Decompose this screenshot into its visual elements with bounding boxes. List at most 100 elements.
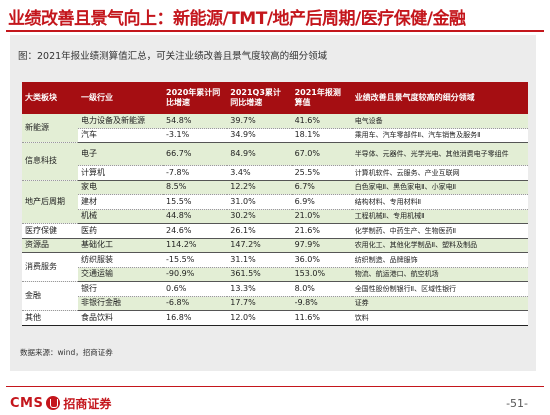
column-header-industry: 一级行业 — [77, 82, 163, 114]
estimate-cell: 153.0% — [291, 267, 352, 282]
table-row: 计算机 -7.8% 3.4% 25.5% 计算机软件、云服务、产业互联网 — [22, 165, 528, 181]
table-row: 地产后周期 家电 8.5% 12.2% 6.7% 白色家电Ⅱ、黑色家电Ⅱ、小家电… — [22, 180, 528, 224]
page-number: -51- — [506, 397, 528, 410]
focus-cell: 饮料 — [351, 310, 528, 326]
sector-cell: 新能源 — [22, 114, 78, 143]
estimate-cell: 18.1% — [291, 128, 352, 143]
sector-cell: 消费服务 — [22, 252, 78, 282]
table-row: 汽车 -3.1% 34.9% 18.1% 乘用车、汽车零部件Ⅱ、汽车销售及服务Ⅱ — [22, 128, 528, 143]
table-row: 消费服务 纺织服装 -15.5% 31.1% 36.0% 纺织制造、品牌服饰 — [22, 252, 528, 282]
industry-cell: 电力设备及新能源 — [77, 114, 163, 129]
table-row: 建材 15.5% 31.0% 6.9% 结构材料、专用材料Ⅱ — [22, 194, 528, 210]
industry-cell: 交通运输 — [77, 267, 163, 282]
estimate-cell: 36.0% — [291, 252, 352, 268]
figure-caption: 图：2021年报业绩测算值汇总，可关注业绩改善且景气度较高的细分领域 — [18, 51, 328, 62]
focus-cell: 白色家电Ⅱ、黑色家电Ⅱ、小家电Ⅱ — [351, 180, 528, 195]
table-row: 交通运输 -90.9% 361.5% 153.0% 物流、航运港口、航空机场 — [22, 267, 528, 282]
estimate-cell: 67.0% — [291, 142, 352, 166]
focus-cell: 结构材料、专用材料Ⅱ — [351, 194, 528, 210]
company-name: 招商证券 — [63, 396, 112, 411]
growth-2020-cell: 16.8% — [163, 310, 228, 326]
table-row: 医疗保健 医药 24.6% 26.1% 21.6% 化学制药、中药生产、生物医药… — [22, 223, 528, 239]
sector-cell: 医疗保健 — [22, 223, 78, 239]
focus-cell: 工程机械Ⅱ、专用机械Ⅱ — [351, 209, 528, 224]
table-row: 非银行金融 -6.8% 17.7% -9.8% 证券 — [22, 296, 528, 311]
logo-text: CMS — [10, 395, 44, 411]
industry-cell: 家电 — [77, 180, 163, 195]
table-row: 机械 44.8% 30.2% 21.0% 工程机械Ⅱ、专用机械Ⅱ — [22, 209, 528, 224]
industry-cell: 机械 — [77, 209, 163, 224]
growth-2020-cell: 15.5% — [163, 194, 228, 210]
company-logo: CMS 招商证券 — [10, 394, 111, 412]
focus-cell: 半导体、元器件、光学光电、其他消费电子零组件 — [351, 142, 528, 166]
focus-cell: 电气设备 — [351, 114, 528, 129]
growth-q3-cell: 30.2% — [227, 209, 292, 224]
footer-divider — [6, 386, 544, 387]
growth-2020-cell: -90.9% — [163, 267, 228, 282]
growth-2020-cell: 114.2% — [163, 238, 228, 253]
growth-q3-cell: 12.2% — [227, 180, 292, 195]
growth-2020-cell: -15.5% — [163, 252, 228, 268]
industry-cell: 电子 — [77, 142, 163, 166]
data-source-note: 数据来源：wind，招商证券 — [20, 348, 113, 357]
growth-2020-cell: 66.7% — [163, 142, 228, 166]
growth-q3-cell: 26.1% — [227, 223, 292, 239]
estimate-cell: 21.0% — [291, 209, 352, 224]
table-header-row: 大类板块 一级行业 2020年累计同比增速 2021Q3累计同比增速 2021年… — [22, 82, 528, 114]
estimate-cell: 25.5% — [291, 165, 352, 181]
growth-q3-cell: 39.7% — [227, 114, 292, 129]
sector-cell: 其他 — [22, 310, 78, 326]
growth-q3-cell: 84.9% — [227, 142, 292, 166]
focus-cell: 全国性股份制银行Ⅱ、区域性银行 — [351, 281, 528, 297]
estimate-cell: 6.9% — [291, 194, 352, 210]
industry-cell: 医药 — [77, 223, 163, 239]
table-row: 其他 食品饮料 16.8% 12.0% 11.6% 饮料 — [22, 310, 528, 326]
table-row: 资源品 基础化工 114.2% 147.2% 97.9% 农用化工、其他化学制品… — [22, 238, 528, 253]
growth-2020-cell: 8.5% — [163, 180, 228, 195]
sector-cell: 地产后周期 — [22, 180, 78, 224]
focus-cell: 证券 — [351, 296, 528, 311]
estimate-cell: 41.6% — [291, 114, 352, 129]
column-header-focus-areas: 业绩改善且景气度较高的细分领域 — [351, 82, 528, 114]
sector-cell: 资源品 — [22, 238, 78, 253]
growth-2020-cell: 44.8% — [163, 209, 228, 224]
focus-cell: 物流、航运港口、航空机场 — [351, 267, 528, 282]
industry-cell: 食品饮料 — [77, 310, 163, 326]
estimate-cell: 97.9% — [291, 238, 352, 253]
industry-cell: 非银行金融 — [77, 296, 163, 311]
table-row: 新能源 电力设备及新能源 54.8% 39.7% 41.6% 电气设备 — [22, 114, 528, 143]
growth-q3-cell: 31.0% — [227, 194, 292, 210]
estimate-cell: 8.0% — [291, 281, 352, 297]
estimate-cell: -9.8% — [291, 296, 352, 311]
table-row: 信息科技 电子 66.7% 84.9% 67.0% 半导体、元器件、光学光电、其… — [22, 142, 528, 181]
industry-cell: 银行 — [77, 281, 163, 297]
page-title: 业绩改善且景气向上：新能源/TMT/地产后周期/医疗保健/金融 — [8, 9, 466, 29]
growth-2020-cell: 54.8% — [163, 114, 228, 129]
growth-q3-cell: 361.5% — [227, 267, 292, 282]
title-divider — [6, 30, 544, 32]
sector-cell: 金融 — [22, 281, 78, 311]
earnings-table: 大类板块 一级行业 2020年累计同比增速 2021Q3累计同比增速 2021年… — [22, 82, 528, 326]
estimate-cell: 6.7% — [291, 180, 352, 195]
growth-2020-cell: 0.6% — [163, 281, 228, 297]
growth-q3-cell: 147.2% — [227, 238, 292, 253]
focus-cell: 乘用车、汽车零部件Ⅱ、汽车销售及服务Ⅱ — [351, 128, 528, 143]
growth-q3-cell: 34.9% — [227, 128, 292, 143]
industry-cell: 纺织服装 — [77, 252, 163, 268]
sector-cell: 信息科技 — [22, 142, 78, 181]
industry-cell: 建材 — [77, 194, 163, 210]
growth-2020-cell: -7.8% — [163, 165, 228, 181]
estimate-cell: 21.6% — [291, 223, 352, 239]
cms-emblem-icon — [46, 396, 61, 410]
estimate-cell: 11.6% — [291, 310, 352, 326]
focus-cell: 纺织制造、品牌服饰 — [351, 252, 528, 268]
focus-cell: 计算机软件、云服务、产业互联网 — [351, 165, 528, 181]
industry-cell: 汽车 — [77, 128, 163, 143]
table-row: 金融 银行 0.6% 13.3% 8.0% 全国性股份制银行Ⅱ、区域性银行 — [22, 281, 528, 311]
growth-q3-cell: 12.0% — [227, 310, 292, 326]
growth-2020-cell: -3.1% — [163, 128, 228, 143]
column-header-sector: 大类板块 — [22, 82, 78, 114]
industry-cell: 基础化工 — [77, 238, 163, 253]
growth-q3-cell: 17.7% — [227, 296, 292, 311]
focus-cell: 化学制药、中药生产、生物医药Ⅱ — [351, 223, 528, 239]
